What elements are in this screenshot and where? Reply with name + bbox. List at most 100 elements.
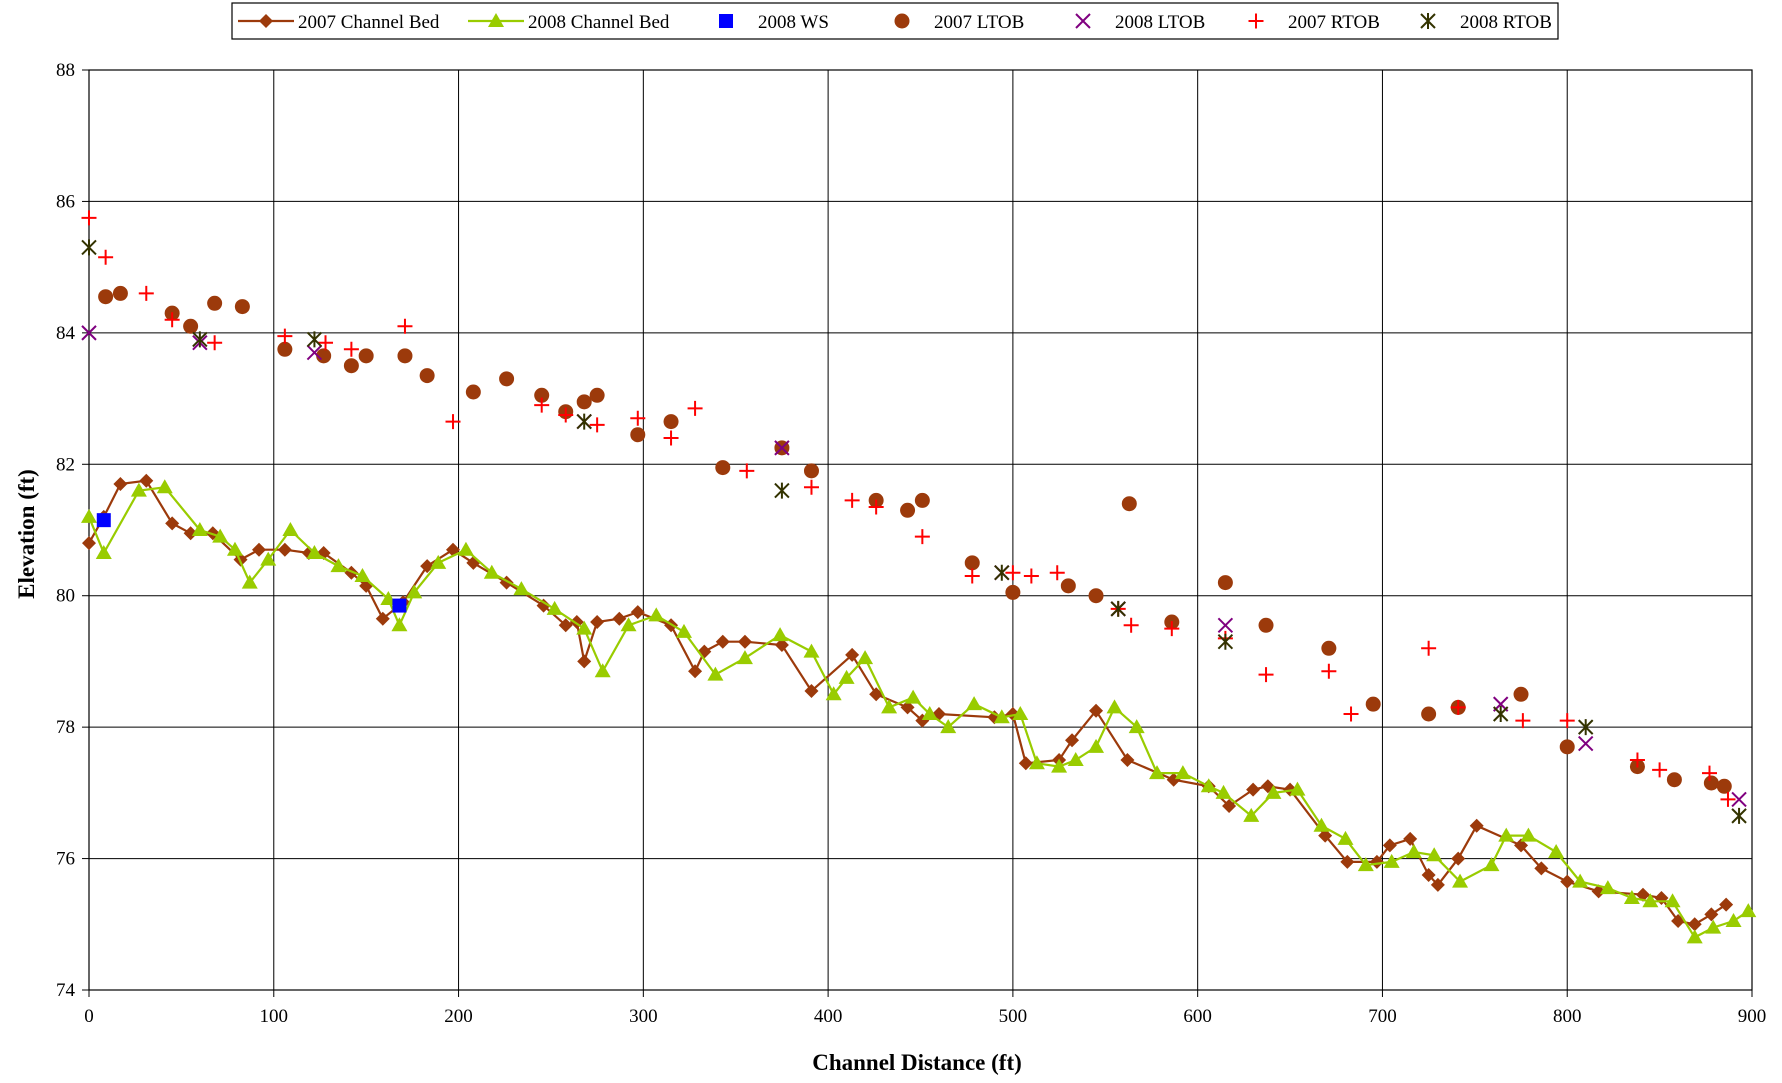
- data-point-2008-channel-bed: [191, 522, 208, 536]
- data-point-2007-ltob: [630, 427, 646, 443]
- data-point-2007-rtob: [397, 318, 413, 334]
- data-point-2008-channel-bed: [380, 591, 397, 605]
- data-point-2008-channel-bed: [993, 709, 1010, 724]
- data-point-2008-channel-bed: [620, 617, 637, 632]
- data-point-2008-channel-bed: [1337, 830, 1354, 845]
- data-point-2008-rtob: [1577, 719, 1594, 736]
- data-point-2007-channel-bed: [277, 542, 292, 557]
- data-point-2007-channel-bed: [1246, 782, 1261, 797]
- y-axis-title: Elevation (ft): [14, 469, 39, 599]
- legend-marker-2008-ws: [719, 14, 733, 28]
- data-point-2007-ltob: [112, 285, 128, 301]
- data-point-2007-rtob: [964, 568, 980, 584]
- data-point-2007-ltob: [1258, 617, 1274, 633]
- data-point-2007-channel-bed: [630, 605, 645, 620]
- data-point-2008-channel-bed: [1572, 873, 1589, 888]
- legend: 2007 Channel Bed 2008 Channel Bed 2008 WS 2…: [231, 2, 1559, 40]
- data-point-2008-channel-bed: [1051, 758, 1068, 773]
- data-point-2008-channel-bed: [241, 574, 258, 589]
- data-point-2007-rtob: [630, 410, 646, 426]
- data-point-2007-rtob: [589, 417, 605, 433]
- data-point-2007-rtob: [687, 400, 703, 416]
- data-point-2007-ltob: [1666, 772, 1682, 788]
- data-point-2008-channel-bed: [1088, 738, 1105, 753]
- data-point-2007-channel-bed: [612, 611, 627, 626]
- data-point-2007-ltob: [277, 341, 293, 357]
- data-point-2007-rtob: [164, 312, 180, 328]
- data-point-2007-ltob: [1060, 578, 1076, 594]
- data-point-2007-ltob: [397, 348, 413, 364]
- data-point-2008-channel-bed: [905, 689, 922, 704]
- legend-marker-2007-rtob: [1248, 13, 1264, 29]
- data-point-2008-channel-bed: [1067, 752, 1084, 766]
- data-point-2008-rtob: [576, 413, 592, 430]
- y-tick-label: 80: [56, 586, 75, 607]
- data-point-2007-ltob: [1088, 588, 1104, 604]
- data-point-2007-ltob: [207, 295, 223, 311]
- data-point-2007-channel-bed: [420, 559, 435, 574]
- x-tick-label: 200: [444, 1006, 473, 1027]
- series-2008-rtob: [81, 239, 1747, 824]
- data-point-2007-rtob: [1123, 617, 1139, 633]
- legend-item-2007-ltob: 2007 LTOB: [894, 12, 1024, 33]
- data-point-2007-channel-bed: [774, 638, 789, 652]
- data-point-2008-channel-bed: [1012, 706, 1029, 720]
- data-point-2007-rtob: [207, 335, 223, 351]
- data-point-2008-channel-bed: [1265, 784, 1282, 799]
- data-point-2007-rtob: [868, 499, 884, 515]
- legend-item-2007-rtob: 2007 RTOB: [1248, 12, 1380, 33]
- data-point-2007-ltob: [576, 394, 592, 410]
- data-point-2008-channel-bed: [1740, 903, 1757, 918]
- data-point-2008-ltob: [1217, 617, 1234, 633]
- legend-label-2008-ws: 2008 WS: [758, 12, 829, 33]
- data-point-2007-ltob: [1513, 686, 1529, 702]
- data-point-2007-channel-bed: [715, 634, 730, 649]
- data-point-2008-channel-bed: [825, 686, 842, 701]
- data-point-2008-rtob: [1110, 600, 1126, 617]
- data-point-2007-ltob: [1321, 640, 1337, 656]
- data-point-2008-ltob: [1577, 735, 1594, 752]
- x-tick-label: 600: [1183, 1006, 1212, 1027]
- data-point-2007-rtob: [343, 341, 359, 357]
- data-point-2007-channel-bed: [1451, 851, 1466, 866]
- data-point-2007-ltob: [1703, 775, 1719, 791]
- data-point-2007-channel-bed: [1469, 818, 1484, 833]
- data-point-2008-rtob: [1731, 807, 1747, 824]
- data-point-2008-rtob: [1492, 706, 1509, 722]
- data-point-2007-rtob: [1515, 713, 1531, 729]
- legend-item-2008-rtob: 2008 RTOB: [1420, 12, 1552, 33]
- data-point-2008-channel-bed: [546, 600, 563, 615]
- data-point-2007-rtob: [138, 285, 154, 301]
- x-tick-label: 300: [629, 1006, 658, 1027]
- data-point-2007-channel-bed: [165, 516, 180, 531]
- data-point-2008-ws: [392, 598, 407, 613]
- data-point-2007-ltob: [534, 387, 550, 403]
- data-point-2008-ltob: [81, 325, 97, 341]
- data-point-2007-channel-bed: [375, 611, 390, 626]
- data-point-2007-channel-bed: [1635, 887, 1650, 902]
- data-point-2007-rtob: [1450, 699, 1466, 715]
- data-point-2008-channel-bed: [1664, 893, 1681, 908]
- data-point-2007-rtob: [1321, 663, 1337, 679]
- data-point-2007-rtob: [1005, 565, 1021, 581]
- data-point-2008-channel-bed: [1106, 699, 1123, 714]
- data-point-2008-channel-bed: [1357, 857, 1374, 872]
- data-point-2008-channel-bed: [1520, 827, 1537, 842]
- data-point-2007-ltob: [803, 463, 819, 479]
- data-point-2007-channel-bed: [1318, 828, 1333, 843]
- legend-marker-2008-channel-bed: [488, 13, 504, 27]
- data-point-2007-ltob: [1217, 575, 1233, 591]
- data-point-2007-ltob: [1365, 696, 1381, 712]
- x-tick-label: 900: [1738, 1006, 1767, 1027]
- data-point-2007-rtob: [98, 249, 114, 265]
- legend-label-2008-channel-bed: 2008 Channel Bed: [528, 12, 670, 33]
- y-tick-label: 84: [56, 323, 76, 344]
- data-point-2008-channel-bed: [1452, 873, 1469, 888]
- data-point-2008-channel-bed: [1548, 844, 1565, 858]
- data-point-2008-channel-bed: [576, 620, 593, 635]
- y-tick-label: 78: [56, 717, 75, 738]
- grid-lines: [89, 70, 1752, 990]
- legend-label-2007-channel-bed: 2007 Channel Bed: [298, 12, 440, 33]
- data-point-2007-channel-bed: [1089, 703, 1104, 718]
- data-point-2008-channel-bed: [1405, 844, 1422, 858]
